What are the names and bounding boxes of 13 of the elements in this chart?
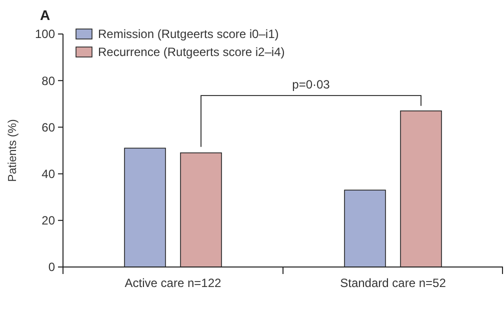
y-tick-label: 60 xyxy=(42,120,56,134)
y-tick-label: 80 xyxy=(42,74,56,88)
x-tick-label: Standard care n=52 xyxy=(340,276,446,290)
chart-title: A xyxy=(40,7,50,23)
y-axis-title: Patients (%) xyxy=(7,119,19,182)
annotation: p=0·03 xyxy=(292,78,330,92)
y-tick-label: 100 xyxy=(34,27,56,42)
y-tick-label: 0 xyxy=(48,260,56,274)
y-tick-label: 40 xyxy=(42,167,56,181)
x-tick-label: Active care n=122 xyxy=(124,276,222,290)
y-tick-label: 20 xyxy=(42,214,56,228)
legend-label: Remission (Rutgeerts score i0–i1) xyxy=(98,27,279,42)
legend-label: Recurrence (Rutgeerts score i2–i4) xyxy=(98,45,285,60)
